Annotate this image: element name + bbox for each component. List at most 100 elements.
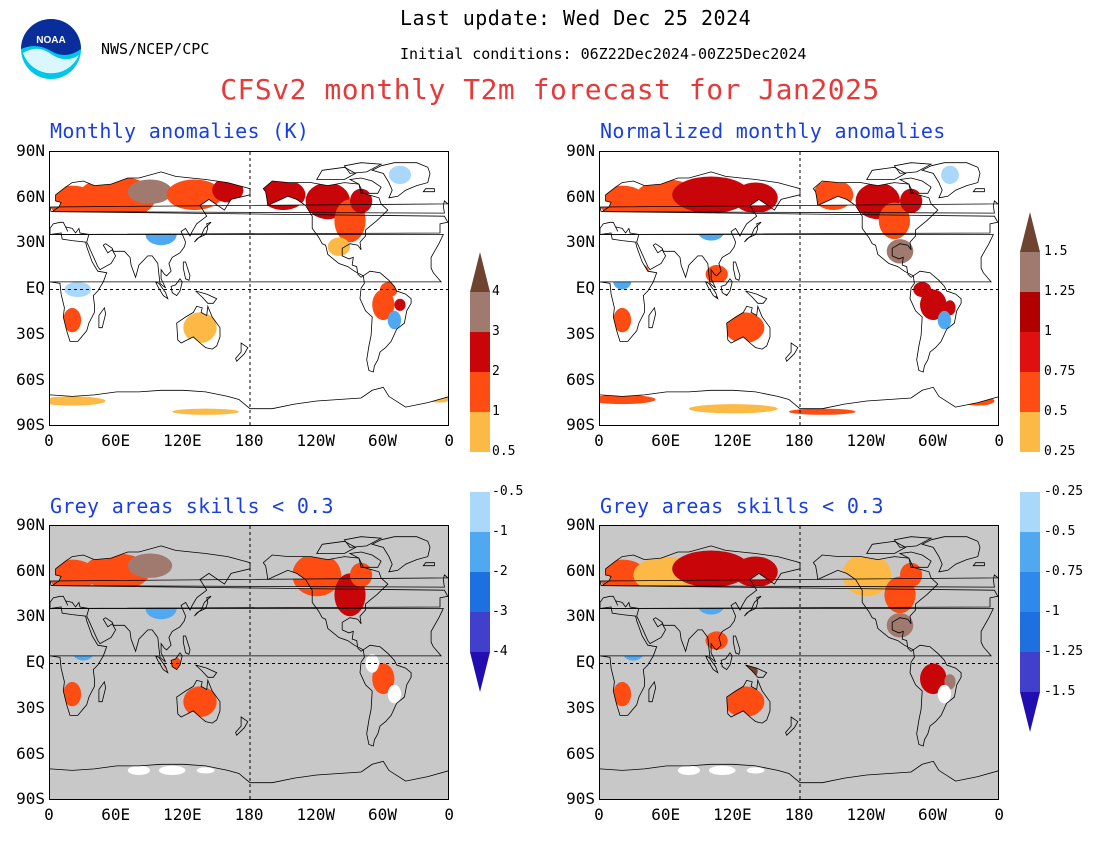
coastline bbox=[359, 644, 412, 747]
coastline bbox=[50, 232, 444, 342]
map-panel-anomalies bbox=[49, 151, 449, 426]
lat-label: 60N bbox=[16, 186, 45, 206]
lat-label: 30S bbox=[566, 323, 595, 343]
anomaly-patch bbox=[350, 188, 373, 214]
panel-title-normalized: Normalized monthly anomalies bbox=[600, 119, 946, 143]
map-panel-skill-anomalies bbox=[49, 525, 449, 800]
colorbar-segment bbox=[470, 492, 490, 532]
coastline bbox=[262, 180, 389, 278]
anomaly-patch bbox=[944, 674, 956, 690]
colorbar-label: -0.5 bbox=[492, 484, 524, 499]
coastline bbox=[195, 664, 218, 678]
coastline bbox=[909, 644, 962, 747]
anomaly-patch bbox=[327, 237, 350, 256]
coastline bbox=[732, 261, 741, 281]
anomaly-patch bbox=[600, 394, 656, 405]
colorbar-segment bbox=[470, 292, 490, 332]
anomaly-patch bbox=[788, 408, 856, 415]
last-update: Last update: Wed Dec 25 2024 bbox=[400, 6, 752, 30]
anomaly-patch bbox=[900, 188, 923, 214]
coastline bbox=[893, 536, 933, 548]
anomaly-patch bbox=[886, 613, 914, 638]
anomaly-patch bbox=[292, 553, 342, 597]
coastline bbox=[600, 606, 994, 716]
coastline bbox=[785, 716, 799, 737]
lon-label: 0 bbox=[994, 805, 1004, 824]
colorbar-bottom-arrow bbox=[1020, 692, 1040, 732]
anomaly-patch bbox=[172, 408, 239, 415]
anomaly-patch bbox=[913, 281, 932, 298]
logo-text: NOAA bbox=[36, 35, 65, 46]
coastline bbox=[898, 177, 932, 194]
coastline bbox=[744, 595, 762, 617]
lat-label: 30S bbox=[16, 323, 45, 343]
anomaly-patch bbox=[50, 559, 97, 591]
coastline bbox=[98, 680, 107, 703]
coastline bbox=[50, 545, 448, 663]
anomaly-patch bbox=[388, 165, 412, 185]
coastline bbox=[343, 536, 383, 548]
anomaly-patch bbox=[672, 550, 750, 588]
anomaly-patch bbox=[886, 239, 914, 264]
anomaly-patch bbox=[878, 202, 910, 240]
coastline bbox=[315, 166, 357, 180]
coastline bbox=[194, 595, 212, 617]
colorbar-top-arrow bbox=[1020, 212, 1040, 252]
anomaly-patch bbox=[733, 182, 778, 214]
anomaly-patch bbox=[387, 684, 402, 704]
anomaly-patch bbox=[127, 179, 173, 204]
anomaly-patch bbox=[613, 307, 632, 333]
coastline bbox=[50, 200, 448, 214]
coastline bbox=[176, 304, 221, 350]
map-panel-normalized bbox=[599, 151, 999, 426]
colorbar-top-arrow bbox=[470, 252, 490, 292]
anomaly-patch bbox=[127, 765, 150, 775]
anomaly-patch bbox=[63, 307, 82, 333]
lat-label: 90S bbox=[566, 789, 595, 809]
lat-label: 60N bbox=[16, 560, 45, 580]
lat-label: 30S bbox=[16, 697, 45, 717]
anomaly-patch bbox=[387, 310, 402, 330]
coastline bbox=[195, 290, 218, 304]
colorbar-label: -4 bbox=[492, 644, 508, 659]
coastline bbox=[182, 635, 191, 655]
lat-label: 60S bbox=[566, 369, 595, 389]
coastline bbox=[176, 678, 221, 724]
anomaly-patch bbox=[677, 765, 700, 775]
lon-label: 0 bbox=[444, 805, 454, 824]
coastline bbox=[898, 551, 932, 568]
anomaly-patch bbox=[350, 562, 373, 588]
lat-label: 60S bbox=[16, 743, 45, 763]
anomaly-patch bbox=[920, 663, 947, 695]
lon-label: 0 bbox=[44, 805, 54, 824]
lon-label: 0 bbox=[44, 431, 54, 450]
colorbar-label: -1 bbox=[1044, 604, 1060, 619]
lat-label: EQ bbox=[575, 278, 595, 298]
coastline bbox=[235, 716, 249, 737]
panel-title-anomalies: Monthly anomalies (K) bbox=[50, 119, 310, 143]
coastline bbox=[704, 655, 719, 674]
lon-label: 0 bbox=[594, 431, 604, 450]
map-panel-skill-normalized bbox=[599, 525, 999, 800]
coastline bbox=[50, 574, 448, 588]
lat-label: 30N bbox=[16, 606, 45, 626]
coastline bbox=[170, 278, 183, 297]
lon-label: 120W bbox=[846, 805, 886, 824]
lon-label: 180 bbox=[234, 431, 264, 450]
lat-label: 60N bbox=[566, 186, 595, 206]
coastline bbox=[194, 221, 212, 243]
colorbar-label: -0.75 bbox=[1044, 564, 1084, 579]
lat-label: 60S bbox=[566, 743, 595, 763]
coastline bbox=[50, 606, 444, 716]
anomaly-patch bbox=[941, 165, 959, 185]
colorbar-segment bbox=[1020, 492, 1040, 532]
lon-label: 60E bbox=[651, 805, 681, 824]
anomaly-patch bbox=[724, 312, 765, 343]
coastline bbox=[720, 652, 733, 671]
coastline bbox=[972, 562, 985, 567]
coastline bbox=[371, 162, 431, 199]
colorbar-segment bbox=[1020, 252, 1040, 292]
colorbar-label: -1 bbox=[492, 524, 508, 539]
coastline bbox=[726, 678, 771, 724]
coastline bbox=[359, 270, 412, 373]
